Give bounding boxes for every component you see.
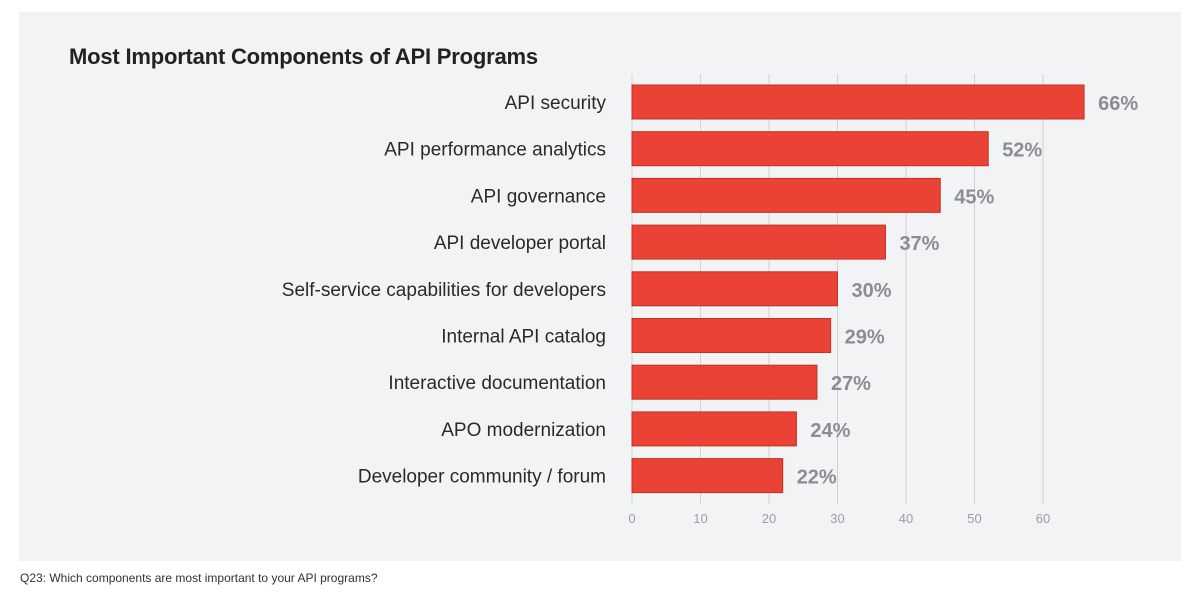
category-label: Interactive documentation — [388, 373, 606, 394]
value-label: 52% — [1002, 140, 1042, 162]
value-label: 37% — [899, 233, 939, 255]
x-tick-label: 30 — [830, 511, 844, 526]
category-label: Internal API catalog — [441, 327, 606, 348]
category-label: Developer community / forum — [358, 467, 606, 488]
x-tick-label: 0 — [628, 511, 635, 526]
category-label: API developer portal — [434, 233, 606, 254]
footnote: Q23: Which components are most important… — [20, 571, 378, 585]
category-label: API governance — [471, 186, 606, 207]
bar — [631, 271, 838, 307]
category-label: API performance analytics — [384, 140, 606, 161]
value-label: 29% — [845, 327, 885, 349]
value-label: 22% — [797, 467, 837, 489]
bar — [631, 131, 989, 167]
chart-panel: Most Important Components of API Program… — [19, 12, 1181, 561]
x-tick-label: 20 — [762, 511, 776, 526]
chart-title: Most Important Components of API Program… — [69, 44, 538, 69]
value-label: 66% — [1098, 93, 1138, 115]
x-tick-label: 40 — [899, 511, 913, 526]
bar — [631, 84, 1085, 120]
x-tick-label: 10 — [693, 511, 707, 526]
bar — [631, 318, 832, 353]
x-tick-label: 50 — [967, 511, 981, 526]
bar — [631, 364, 818, 400]
bar-chart: 0 10 20 30 40 50 60 API security 66% API performa… — [282, 74, 1138, 526]
value-label: 45% — [954, 186, 994, 208]
bar — [631, 177, 941, 213]
category-label: APO modernization — [441, 420, 606, 441]
value-label: 27% — [831, 373, 871, 395]
category-label: Self-service capabilities for developers — [282, 280, 606, 301]
category-label: API security — [505, 93, 607, 114]
bar — [631, 458, 784, 494]
x-tick-label: 60 — [1036, 511, 1050, 526]
value-label: 30% — [852, 280, 892, 302]
bar — [631, 411, 797, 447]
value-label: 24% — [810, 420, 850, 442]
bar — [631, 224, 886, 260]
